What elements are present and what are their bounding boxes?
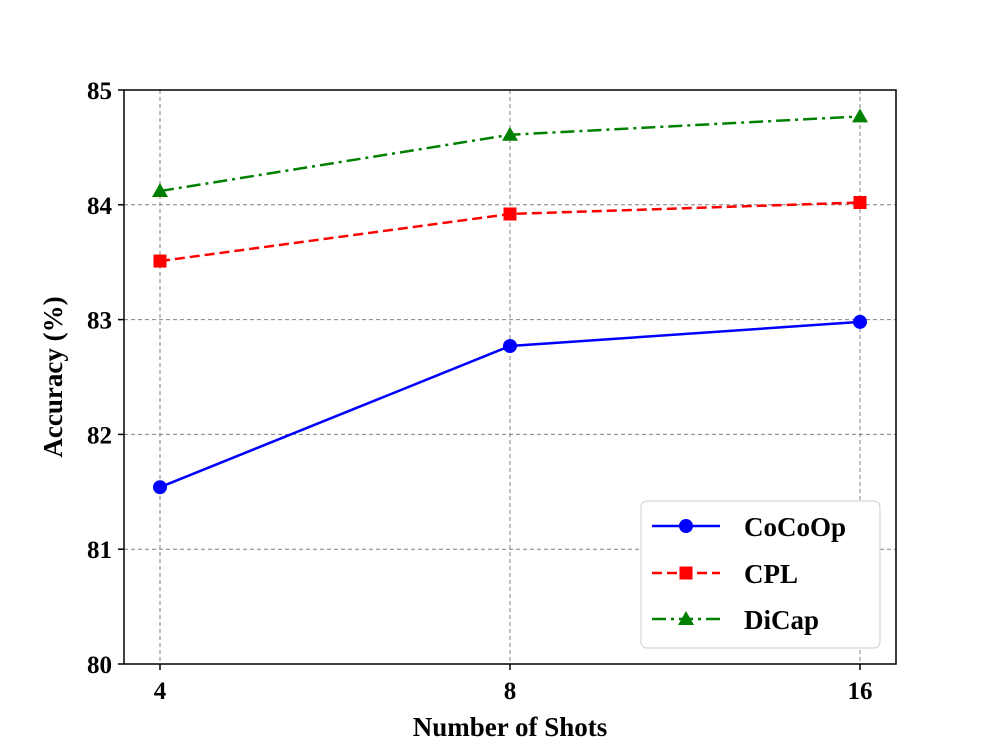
- data-point-dicap-8: [502, 126, 518, 141]
- y-tick-label: 85: [87, 78, 112, 105]
- data-point-cocoop-16: [853, 314, 867, 329]
- y-tick-label: 82: [87, 422, 112, 449]
- data-point-cpl-4: [153, 254, 167, 268]
- x-axis-title: Number of Shots: [413, 712, 608, 742]
- legend-marker: [679, 519, 693, 533]
- legend-item-cocoop: CoCoOp: [652, 512, 846, 542]
- data-point-cpl-16: [853, 196, 867, 210]
- grid-lines: [124, 89, 896, 665]
- legend-item-cpl: CPL: [652, 559, 798, 589]
- data-point-cocoop-4: [153, 480, 167, 495]
- y-axis: 80 81 82 83 84 85: [87, 78, 124, 679]
- series-cpl: [153, 196, 867, 268]
- series-dicap: [152, 108, 868, 198]
- x-axis: 4 8 16: [154, 664, 873, 705]
- y-tick-label: 81: [87, 537, 112, 564]
- legend-marker: [679, 566, 693, 580]
- data-point-dicap-16: [852, 108, 868, 123]
- legend-marker: [678, 611, 694, 625]
- series-layer: [152, 108, 868, 495]
- y-tick-label: 80: [87, 652, 112, 679]
- legend-label: DiCap: [744, 605, 819, 635]
- series-cocoop: [153, 314, 867, 495]
- y-tick-label: 83: [87, 308, 112, 335]
- x-tick-label: 8: [504, 678, 517, 705]
- legend: CoCoOp CPL DiCap: [640, 500, 881, 649]
- legend-item-dicap: DiCap: [652, 605, 819, 635]
- data-point-cocoop-8: [503, 339, 517, 354]
- x-tick-label: 4: [154, 678, 167, 705]
- legend-box: [640, 500, 881, 649]
- y-axis-title: Accuracy (%): [38, 296, 68, 457]
- data-point-dicap-4: [152, 183, 168, 198]
- x-tick-label: 16: [848, 678, 873, 705]
- y-tick-label: 84: [87, 193, 113, 220]
- data-point-cpl-8: [503, 207, 517, 221]
- legend-label: CoCoOp: [744, 512, 846, 542]
- legend-label: CPL: [744, 559, 798, 589]
